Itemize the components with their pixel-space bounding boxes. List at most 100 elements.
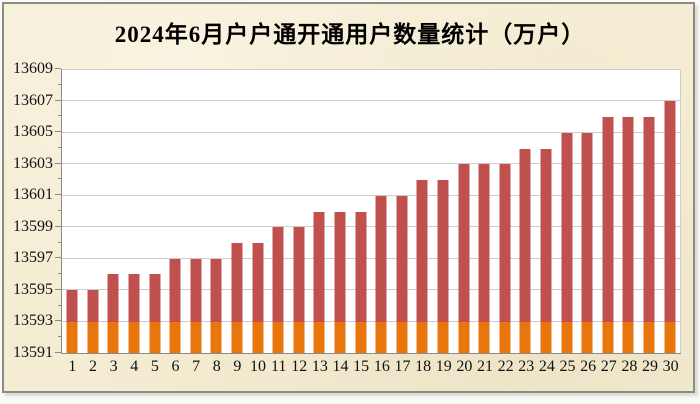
- bar-top-segment: [561, 132, 573, 322]
- bar-top-segment: [602, 117, 614, 322]
- y-minor-tick: [58, 273, 61, 275]
- bar-top-segment: [87, 290, 99, 322]
- y-axis-label: 13599: [13, 217, 53, 235]
- y-axis-label: 13607: [13, 91, 53, 109]
- bar-top-segment: [664, 101, 676, 322]
- bar-top-segment: [540, 148, 552, 322]
- bar-day-2: [83, 70, 104, 353]
- x-axis-label: 14: [332, 358, 349, 375]
- gridline: [62, 226, 680, 228]
- gridline: [62, 320, 680, 322]
- x-axis-label: 30: [662, 358, 679, 375]
- y-minor-tick: [58, 336, 61, 338]
- bar-base-segment: [643, 321, 655, 353]
- x-axis-label: 19: [435, 358, 452, 375]
- bar-top-segment: [437, 180, 449, 322]
- y-major-tick: [55, 131, 61, 133]
- bar-top-segment: [416, 180, 428, 322]
- y-axis-label: 13595: [13, 280, 53, 298]
- y-axis-label: 13609: [13, 60, 53, 77]
- bar-top-segment: [272, 227, 284, 322]
- bar-base-segment: [252, 321, 264, 353]
- bar-base-segment: [602, 321, 614, 353]
- bar-top-segment: [107, 274, 119, 322]
- x-axis-label: 7: [192, 358, 201, 375]
- bar-day-1: [62, 70, 83, 353]
- bar-base-segment: [437, 321, 449, 353]
- bar-day-9: [227, 70, 248, 353]
- bar-day-20: [453, 70, 474, 353]
- bar-top-segment: [396, 195, 408, 322]
- y-major-tick: [55, 162, 61, 164]
- bar-day-5: [144, 70, 165, 353]
- x-axis-label: 2: [88, 358, 97, 375]
- bar-base-segment: [416, 321, 428, 353]
- bar-base-segment: [293, 321, 305, 353]
- bar-day-21: [474, 70, 495, 353]
- x-axis-label: 26: [580, 358, 597, 375]
- gridline: [62, 163, 680, 165]
- y-major-tick: [55, 257, 61, 259]
- x-axis-label: 12: [291, 358, 308, 375]
- x-axis-label: 4: [130, 358, 139, 375]
- y-minor-tick: [58, 304, 61, 306]
- bar-day-15: [350, 70, 371, 353]
- y-major-tick: [55, 99, 61, 101]
- bar-top-segment: [66, 290, 78, 322]
- x-axis-label: 3: [109, 358, 118, 375]
- bar-base-segment: [190, 321, 202, 353]
- bar-top-segment: [252, 242, 264, 322]
- x-axis-label: 28: [621, 358, 638, 375]
- bar-day-30: [659, 70, 680, 353]
- bar-top-segment: [458, 164, 470, 322]
- y-major-tick: [55, 320, 61, 322]
- bar-top-segment: [643, 117, 655, 322]
- y-minor-tick: [58, 146, 61, 148]
- bar-day-24: [536, 70, 557, 353]
- bar-base-segment: [581, 321, 593, 353]
- x-axis-label: 24: [538, 358, 555, 375]
- x-axis-label: 11: [270, 358, 287, 375]
- gridline: [62, 257, 680, 259]
- bar-day-19: [433, 70, 454, 353]
- plot-area: [62, 69, 681, 353]
- bar-top-segment: [149, 274, 161, 322]
- chart-title: 2024年6月户户通开通用户数量统计（万户）: [114, 22, 586, 47]
- x-axis-label: 29: [642, 358, 659, 375]
- x-axis-label: 25: [559, 358, 576, 375]
- bar-base-segment: [478, 321, 490, 353]
- bar-base-segment: [231, 321, 243, 353]
- bar-base-segment: [313, 321, 325, 353]
- bar-top-segment: [128, 274, 140, 322]
- bar-top-segment: [313, 211, 325, 322]
- bar-day-10: [247, 70, 268, 353]
- x-axis-line: [61, 353, 681, 354]
- x-axis-label: 1: [68, 358, 77, 375]
- bar-day-8: [206, 70, 227, 353]
- x-axis-label: 9: [233, 358, 242, 375]
- x-axis-label: 17: [394, 358, 411, 375]
- y-major-tick: [55, 194, 61, 196]
- bar-top-segment: [622, 117, 634, 322]
- y-axis-labels: 13591 13593 13595 13597 13599 13601 13603 13605…: [0, 60, 53, 361]
- bar-base-segment: [87, 321, 99, 353]
- bar-day-28: [618, 70, 639, 353]
- bar-top-segment: [334, 211, 346, 322]
- bar-top-segment: [293, 227, 305, 322]
- bar-top-segment: [231, 242, 243, 322]
- bar-day-3: [103, 70, 124, 353]
- bar-base-segment: [66, 321, 78, 353]
- bar-top-segment: [581, 132, 593, 322]
- y-major-tick: [55, 225, 61, 227]
- bar-base-segment: [169, 321, 181, 353]
- bar-top-segment: [190, 258, 202, 322]
- bar-top-segment: [169, 258, 181, 322]
- bar-day-16: [371, 70, 392, 353]
- y-axis-label: 13591: [13, 344, 53, 361]
- gridline: [62, 131, 680, 133]
- bar-day-18: [412, 70, 433, 353]
- bar-base-segment: [355, 321, 367, 353]
- bar-day-22: [495, 70, 516, 353]
- gridline: [62, 194, 680, 196]
